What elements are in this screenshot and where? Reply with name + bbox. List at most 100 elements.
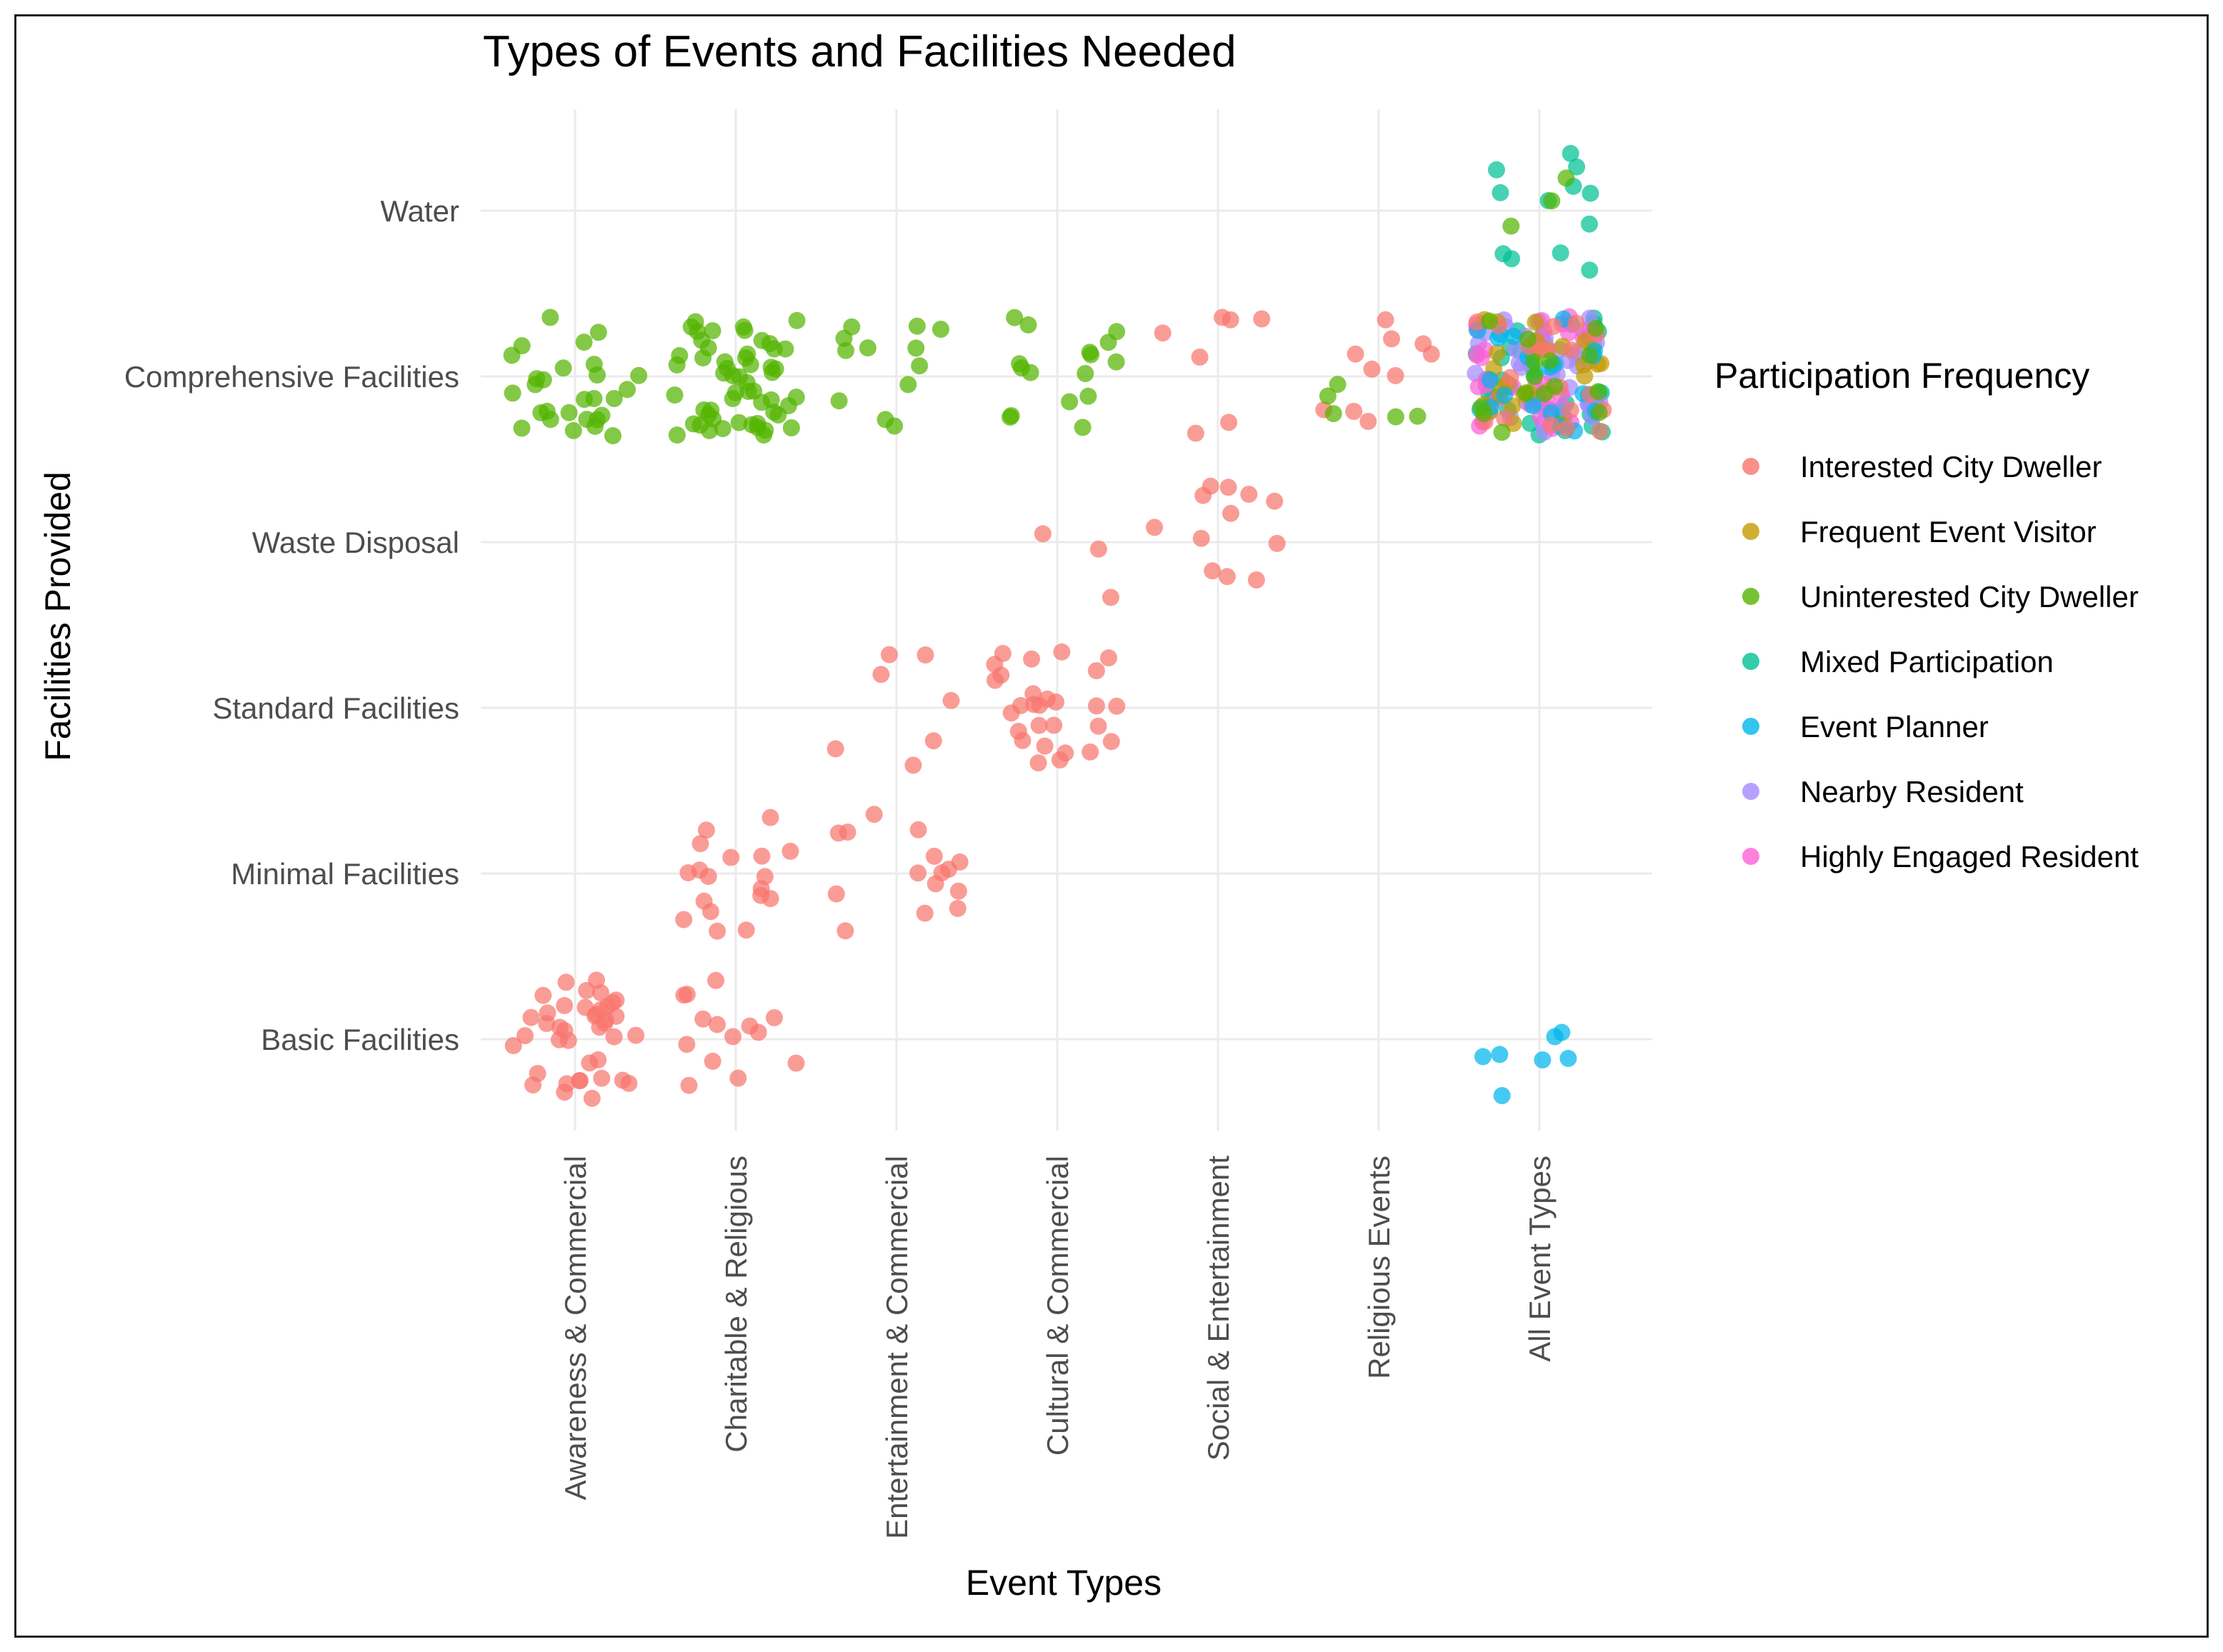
point-uninterested-city-dweller: [932, 321, 949, 338]
point-uninterested-city-dweller: [765, 404, 783, 421]
point-uninterested-city-dweller: [564, 421, 582, 439]
point-interested-city-dweller: [881, 646, 898, 664]
point-uninterested-city-dweller: [1517, 384, 1534, 402]
point-event-planner: [1524, 397, 1542, 415]
legend-label-mixed-participation: Mixed Participation: [1800, 645, 2054, 679]
point-interested-city-dweller: [1036, 737, 1054, 755]
legend-label-frequent-event-visitor: Frequent Event Visitor: [1800, 515, 2097, 549]
point-interested-city-dweller: [1247, 571, 1265, 589]
point-interested-city-dweller: [827, 885, 845, 903]
point-uninterested-city-dweller: [534, 371, 552, 389]
point-uninterested-city-dweller: [731, 368, 749, 386]
point-uninterested-city-dweller: [837, 341, 854, 359]
point-interested-city-dweller: [1345, 403, 1363, 420]
point-interested-city-dweller: [556, 996, 574, 1014]
y-tick-waste-disposal: Waste Disposal: [252, 526, 459, 559]
point-uninterested-city-dweller: [532, 404, 550, 421]
point-uninterested-city-dweller: [1074, 419, 1091, 436]
point-interested-city-dweller: [588, 971, 605, 989]
point-interested-city-dweller: [559, 1031, 577, 1049]
point-interested-city-dweller: [737, 921, 755, 939]
point-nearby-resident: [1467, 364, 1484, 382]
point-interested-city-dweller: [766, 1008, 783, 1026]
point-interested-city-dweller: [1194, 486, 1212, 504]
point-uninterested-city-dweller: [503, 346, 521, 364]
point-interested-city-dweller: [571, 1072, 589, 1090]
point-interested-city-dweller: [1108, 697, 1126, 715]
point-interested-city-dweller: [916, 904, 934, 922]
point-uninterested-city-dweller: [886, 417, 904, 435]
point-uninterested-city-dweller: [736, 321, 754, 339]
point-uninterested-city-dweller: [1475, 405, 1493, 422]
point-interested-city-dweller: [1081, 743, 1099, 761]
point-mixed-participation: [1581, 261, 1599, 279]
point-uninterested-city-dweller: [1541, 352, 1559, 370]
legend-title: Participation Frequency: [1714, 356, 2089, 396]
x-tick-all-event-types: All Event Types: [1523, 1156, 1557, 1362]
point-uninterested-city-dweller: [1387, 408, 1404, 426]
point-interested-city-dweller: [504, 1037, 522, 1054]
point-uninterested-city-dweller: [715, 364, 733, 382]
point-interested-city-dweller: [761, 809, 779, 826]
point-interested-city-dweller: [722, 848, 740, 866]
point-interested-city-dweller: [753, 847, 771, 865]
point-interested-city-dweller: [781, 842, 799, 860]
point-interested-city-dweller: [836, 922, 854, 940]
point-uninterested-city-dweller: [1589, 383, 1607, 401]
point-uninterested-city-dweller: [1076, 365, 1094, 382]
point-interested-city-dweller: [787, 1054, 805, 1072]
point-uninterested-city-dweller: [1006, 309, 1024, 326]
x-tick-entertainment-and-commercial: Entertainment & Commercial: [880, 1156, 914, 1539]
point-uninterested-city-dweller: [1581, 346, 1599, 364]
point-interested-city-dweller: [924, 732, 942, 750]
legend-label-nearby-resident: Nearby Resident: [1800, 775, 2024, 809]
point-uninterested-city-dweller: [1019, 316, 1037, 334]
point-uninterested-city-dweller: [762, 359, 780, 376]
point-interested-city-dweller: [607, 1007, 625, 1025]
point-uninterested-city-dweller: [1519, 330, 1537, 348]
point-interested-city-dweller: [724, 1028, 741, 1046]
legend-key-interested-city-dweller: [1742, 458, 1759, 475]
point-interested-city-dweller: [1387, 366, 1404, 384]
point-uninterested-city-dweller: [691, 416, 709, 434]
point-interested-city-dweller: [1496, 409, 1514, 427]
point-interested-city-dweller: [1563, 341, 1581, 359]
point-uninterested-city-dweller: [504, 384, 521, 402]
point-interested-city-dweller: [593, 1069, 611, 1087]
point-interested-city-dweller: [709, 1016, 726, 1033]
point-interested-city-dweller: [704, 1052, 721, 1070]
point-interested-city-dweller: [1029, 754, 1047, 772]
point-frequent-event-visitor: [1489, 344, 1506, 361]
scatter-plot: Basic Facilities Minimal Facilities Standa…: [38, 27, 2139, 1603]
point-uninterested-city-dweller: [1525, 368, 1543, 386]
point-interested-city-dweller: [1089, 717, 1107, 735]
point-interested-city-dweller: [916, 646, 934, 664]
point-interested-city-dweller: [551, 1018, 569, 1036]
point-interested-city-dweller: [620, 1074, 638, 1092]
point-uninterested-city-dweller: [1319, 387, 1337, 405]
point-interested-city-dweller: [949, 882, 967, 900]
point-interested-city-dweller: [675, 911, 693, 928]
legend-key-highly-engaged-resident: [1742, 848, 1759, 865]
legend-label-highly-engaged-resident: Highly Engaged Resident: [1800, 840, 2139, 873]
point-mixed-participation: [1503, 250, 1521, 268]
point-mixed-participation: [1492, 184, 1509, 201]
y-tick-standard-facilities: Standard Facilities: [213, 691, 460, 725]
point-uninterested-city-dweller: [730, 414, 748, 431]
point-interested-city-dweller: [1363, 360, 1381, 378]
point-event-planner: [1505, 327, 1522, 345]
x-tick-social-and-entertainment: Social & Entertainment: [1202, 1156, 1235, 1461]
point-event-planner: [1553, 1023, 1571, 1041]
point-uninterested-city-dweller: [1079, 387, 1097, 405]
point-interested-city-dweller: [605, 1028, 623, 1046]
point-interested-city-dweller: [587, 1006, 605, 1023]
point-interested-city-dweller: [701, 903, 719, 921]
point-interested-city-dweller: [1567, 314, 1585, 332]
point-mixed-participation: [1552, 244, 1569, 262]
point-interested-city-dweller: [909, 821, 927, 838]
point-event-planner: [1489, 329, 1507, 347]
point-event-planner: [1534, 1051, 1552, 1068]
point-uninterested-city-dweller: [788, 311, 806, 329]
point-interested-city-dweller: [1219, 479, 1237, 496]
point-interested-city-dweller: [1192, 529, 1210, 547]
